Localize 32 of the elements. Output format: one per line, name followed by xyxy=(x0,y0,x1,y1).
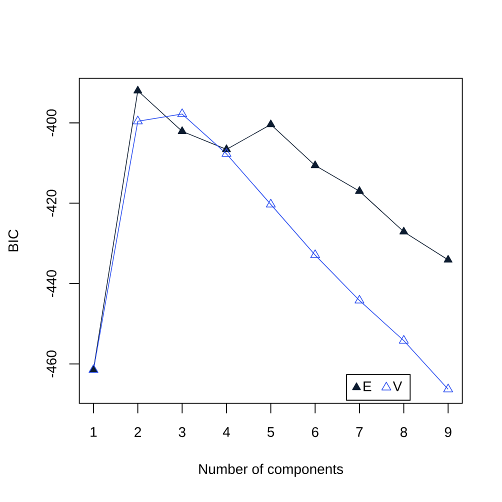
point xyxy=(399,226,408,234)
point xyxy=(266,120,276,128)
x-tick-label: 9 xyxy=(444,427,452,438)
point xyxy=(133,86,142,94)
y-tick-label: -460 xyxy=(46,350,56,378)
x-tick-label: 8 xyxy=(400,427,408,438)
point xyxy=(310,249,320,258)
x-tick-label: 7 xyxy=(356,427,363,437)
x-axis-title: Number of components xyxy=(199,464,344,477)
x-tick-label: 2 xyxy=(134,427,141,437)
legend-label: V xyxy=(392,382,402,392)
point xyxy=(266,198,276,208)
point xyxy=(222,148,232,157)
point xyxy=(132,116,143,124)
x-tick-label: 3 xyxy=(178,427,186,438)
x-tick-label: 4 xyxy=(222,427,230,437)
y-axis-title: BIC xyxy=(8,230,18,252)
y-tick-label: -440 xyxy=(46,270,56,297)
x-tick-label: 5 xyxy=(267,427,274,437)
point xyxy=(444,254,452,263)
point xyxy=(177,108,188,118)
point xyxy=(310,160,320,168)
point xyxy=(398,335,409,344)
x-tick-label: 6 xyxy=(312,427,318,438)
point xyxy=(443,384,453,392)
legend-label: E xyxy=(364,382,372,392)
x-tick-label: 1 xyxy=(90,427,97,437)
point xyxy=(355,186,364,194)
point xyxy=(354,294,364,304)
y-tick-label: -420 xyxy=(46,190,56,217)
point xyxy=(178,126,187,134)
y-tick-label: -400 xyxy=(46,109,56,136)
